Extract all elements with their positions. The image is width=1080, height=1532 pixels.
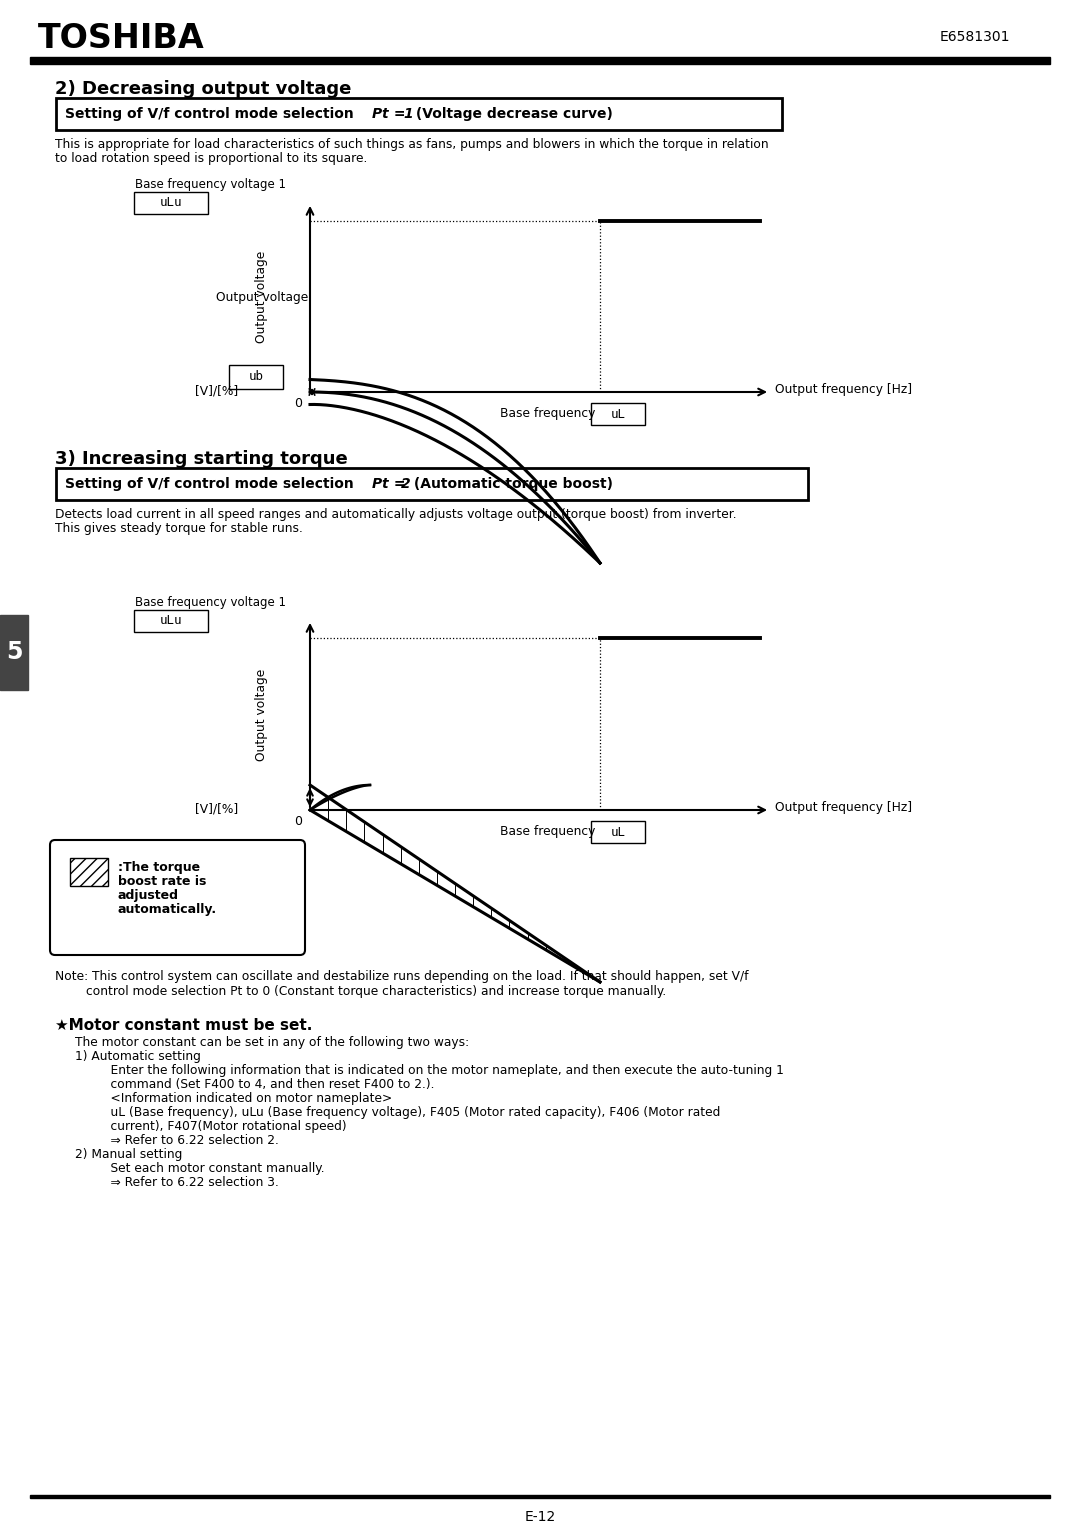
Text: ★Motor constant must be set.: ★Motor constant must be set. [55, 1017, 312, 1033]
Text: This gives steady torque for stable runs.: This gives steady torque for stable runs… [55, 522, 302, 535]
Text: Output frequency [Hz]: Output frequency [Hz] [775, 801, 913, 815]
Text: Setting of V/f control mode selection: Setting of V/f control mode selection [65, 476, 359, 490]
Text: Output voltage: Output voltage [256, 251, 269, 343]
Text: TOSHIBA: TOSHIBA [38, 21, 205, 55]
Text: Output voltage: Output voltage [216, 291, 308, 303]
Text: uL: uL [610, 408, 625, 420]
Text: This is appropriate for load characteristics of such things as fans, pumps and b: This is appropriate for load characteris… [55, 138, 769, 152]
Text: =: = [389, 107, 410, 121]
FancyBboxPatch shape [229, 365, 283, 389]
Text: Detects load current in all speed ranges and automatically adjusts voltage outpu: Detects load current in all speed ranges… [55, 509, 737, 521]
Text: ⇒ Refer to 6.22 selection 3.: ⇒ Refer to 6.22 selection 3. [95, 1177, 279, 1189]
Text: ⇒ Refer to 6.22 selection 2.: ⇒ Refer to 6.22 selection 2. [95, 1134, 279, 1147]
Bar [0, 614, 28, 689]
FancyBboxPatch shape [56, 98, 782, 130]
Text: 2) Manual setting: 2) Manual setting [75, 1147, 183, 1161]
Text: 2: 2 [401, 476, 410, 490]
Text: Base frequency voltage 1: Base frequency voltage 1 [135, 178, 286, 192]
Text: P: P [372, 476, 382, 490]
Text: 0: 0 [294, 397, 302, 411]
Text: boost rate is: boost rate is [118, 875, 206, 889]
Text: Base frequency: Base frequency [500, 408, 595, 420]
Text: uL (Base frequency), uLu (Base frequency voltage), F405 (Motor rated capacity), : uL (Base frequency), uLu (Base frequency… [95, 1106, 720, 1118]
Text: :The torque: :The torque [118, 861, 200, 873]
Text: t: t [381, 476, 388, 490]
Text: current), F407(Motor rotational speed): current), F407(Motor rotational speed) [95, 1120, 347, 1134]
Text: uLu: uLu [160, 614, 183, 628]
FancyBboxPatch shape [591, 821, 645, 843]
FancyBboxPatch shape [134, 192, 208, 214]
Text: [V]/[%]: [V]/[%] [194, 801, 238, 815]
Text: 2) Decreasing output voltage: 2) Decreasing output voltage [55, 80, 351, 98]
Text: P: P [372, 107, 382, 121]
Text: 3) Increasing starting torque: 3) Increasing starting torque [55, 450, 348, 467]
Text: Output voltage: Output voltage [256, 669, 269, 761]
Text: The motor constant can be set in any of the following two ways:: The motor constant can be set in any of … [75, 1036, 469, 1049]
Text: ub: ub [248, 371, 264, 383]
Text: automatically.: automatically. [118, 902, 217, 916]
Bar [70, 858, 108, 885]
Text: control mode selection Pt to 0 (Constant torque characteristics) and increase to: control mode selection Pt to 0 (Constant… [55, 985, 666, 997]
Text: Setting of V/f control mode selection: Setting of V/f control mode selection [65, 107, 359, 121]
Text: t: t [381, 107, 388, 121]
Text: uL: uL [610, 826, 625, 838]
FancyBboxPatch shape [56, 467, 808, 499]
Text: Set each motor constant manually.: Set each motor constant manually. [95, 1161, 325, 1175]
Text: <Information indicated on motor nameplate>: <Information indicated on motor nameplat… [95, 1092, 392, 1105]
Text: command (Set F400 to 4, and then reset F400 to 2.).: command (Set F400 to 4, and then reset F… [95, 1079, 434, 1091]
Text: E6581301: E6581301 [940, 31, 1011, 44]
Text: Base frequency voltage 1: Base frequency voltage 1 [135, 596, 286, 610]
FancyBboxPatch shape [50, 840, 305, 954]
Text: 0: 0 [294, 815, 302, 827]
FancyBboxPatch shape [591, 403, 645, 424]
Bar [30, 57, 1050, 64]
Text: Base frequency: Base frequency [500, 826, 595, 838]
Text: to load rotation speed is proportional to its square.: to load rotation speed is proportional t… [55, 152, 367, 165]
FancyBboxPatch shape [134, 610, 208, 633]
Text: [V]/[%]: [V]/[%] [194, 385, 238, 397]
Text: Enter the following information that is indicated on the motor nameplate, and th: Enter the following information that is … [95, 1065, 784, 1077]
Bar [30, 1495, 1050, 1497]
Text: Output frequency [Hz]: Output frequency [Hz] [775, 383, 913, 397]
Text: Note: This control system can oscillate and destabilize runs depending on the lo: Note: This control system can oscillate … [55, 970, 748, 984]
Text: =: = [389, 476, 405, 490]
Text: E-12: E-12 [525, 1511, 555, 1524]
Text: 1) Automatic setting: 1) Automatic setting [75, 1049, 201, 1063]
Text: 5: 5 [5, 640, 23, 663]
Text: 1: 1 [403, 107, 413, 121]
Text: (Voltage decrease curve): (Voltage decrease curve) [411, 107, 612, 121]
Text: uLu: uLu [160, 196, 183, 210]
Text: (Automatic torque boost): (Automatic torque boost) [409, 476, 613, 490]
Text: adjusted: adjusted [118, 889, 179, 902]
